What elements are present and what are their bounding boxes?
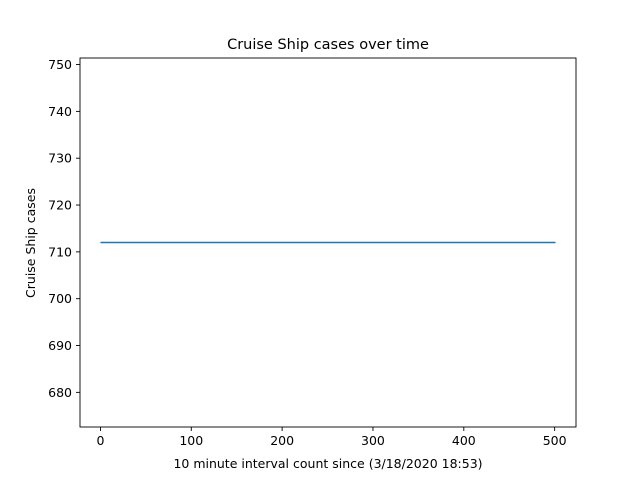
y-tick-label: 720 bbox=[48, 198, 72, 213]
y-tick-label: 750 bbox=[48, 57, 72, 72]
x-tick-label: 200 bbox=[270, 433, 294, 448]
y-tick-label: 680 bbox=[48, 385, 72, 400]
plot-frame bbox=[79, 57, 577, 428]
chart-title: Cruise Ship cases over time bbox=[227, 37, 429, 53]
y-tick-label: 690 bbox=[48, 338, 72, 353]
y-tick-label: 700 bbox=[48, 291, 72, 306]
y-tick-label: 710 bbox=[48, 244, 72, 259]
y-axis-ticks: 680 690 700 710 720 730 740 750 bbox=[48, 57, 80, 400]
x-axis-label: 10 minute interval count since (3/18/202… bbox=[173, 456, 482, 471]
x-tick-label: 500 bbox=[543, 433, 567, 448]
x-tick-label: 0 bbox=[96, 433, 104, 448]
y-axis-label: Cruise Ship cases bbox=[23, 188, 38, 298]
x-tick-label: 400 bbox=[452, 433, 476, 448]
x-tick-label: 100 bbox=[179, 433, 203, 448]
x-tick-label: 300 bbox=[361, 433, 385, 448]
x-axis-ticks: 0 100 200 300 400 500 bbox=[96, 427, 567, 448]
y-tick-label: 730 bbox=[48, 151, 72, 166]
y-tick-label: 740 bbox=[48, 104, 72, 119]
